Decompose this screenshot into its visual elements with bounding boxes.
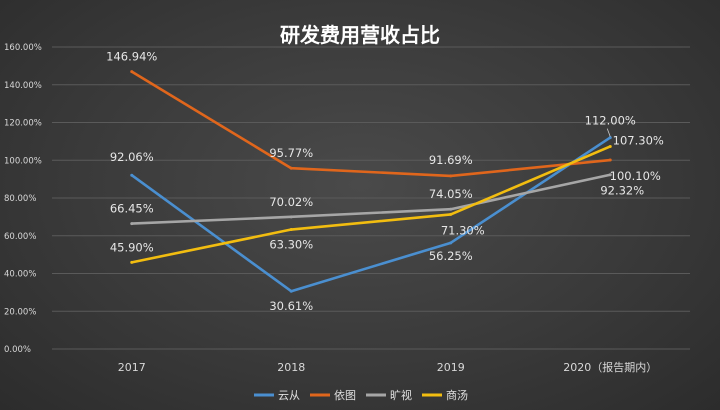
x-tick-label: 2018 [277, 361, 305, 374]
legend-label: 旷视 [390, 388, 412, 402]
x-axis: 2017 2018 2019 2020（报告期内） [118, 360, 658, 374]
series-line-旷视 [131, 173, 611, 225]
data-point [608, 173, 612, 177]
data-point [608, 158, 612, 162]
data-label: 70.02% [269, 195, 313, 209]
x-tick-label: 2020（报告期内） [563, 360, 657, 374]
series [130, 70, 612, 293]
data-point [449, 212, 453, 216]
data-label: 100.10% [610, 169, 661, 183]
y-axis: 0.00% 20.00% 40.00% 60.00% 80.00% 100.00% 120.… [4, 43, 42, 355]
data-label: 95.77% [269, 146, 313, 160]
x-tick-label: 2017 [118, 361, 146, 374]
y-tick-label: 100.00% [4, 156, 42, 166]
data-label: 74.05% [429, 187, 473, 201]
data-label: 30.61% [269, 299, 313, 313]
data-point [130, 260, 134, 264]
data-point [449, 207, 453, 211]
data-label: 146.94% [106, 50, 157, 64]
data-point [608, 144, 612, 148]
data-label: 56.25% [429, 249, 473, 263]
data-label: 92.06% [110, 150, 154, 164]
data-point [449, 241, 453, 245]
y-tick-label: 140.00% [4, 81, 42, 91]
data-point [289, 215, 293, 219]
legend-label: 商汤 [446, 388, 468, 402]
data-label: 91.69% [429, 153, 473, 167]
data-label: 71.30% [441, 223, 485, 237]
data-point [289, 289, 293, 293]
data-point [130, 222, 134, 226]
y-tick-label: 40.00% [4, 270, 36, 280]
data-point [289, 228, 293, 232]
chart-title: 研发费用营收占比 [280, 23, 440, 47]
data-label: 63.30% [269, 238, 313, 252]
grid [52, 46, 690, 350]
legend-label: 云从 [278, 389, 300, 402]
x-tick-label: 2019 [437, 361, 465, 374]
legend: 云从 依图 旷视 商汤 [254, 388, 468, 402]
data-label: 45.90% [110, 240, 154, 254]
data-point [289, 166, 293, 170]
y-tick-label: 60.00% [4, 232, 36, 242]
data-point [449, 174, 453, 178]
y-tick-label: 80.00% [4, 194, 36, 204]
data-label: 66.45% [110, 202, 154, 216]
label-leader-line [606, 128, 611, 137]
data-point [130, 70, 134, 74]
data-label: 92.32% [600, 184, 644, 198]
y-tick-label: 0.00% [4, 345, 31, 355]
y-tick-label: 160.00% [4, 43, 42, 53]
legend-label: 依图 [334, 389, 356, 402]
data-label: 107.30% [613, 133, 664, 147]
data-label: 112.00% [585, 114, 636, 128]
data-point [130, 173, 134, 177]
data-point [608, 136, 612, 140]
series-line-商汤 [131, 145, 611, 264]
series-line-云从 [130, 136, 611, 293]
series-line-依图 [131, 70, 611, 178]
y-tick-label: 120.00% [4, 119, 42, 129]
y-tick-label: 20.00% [4, 307, 36, 317]
data-labels: 92.06% 30.61% 56.25% 112.00% 146.94% 95.77% 91… [106, 50, 664, 314]
